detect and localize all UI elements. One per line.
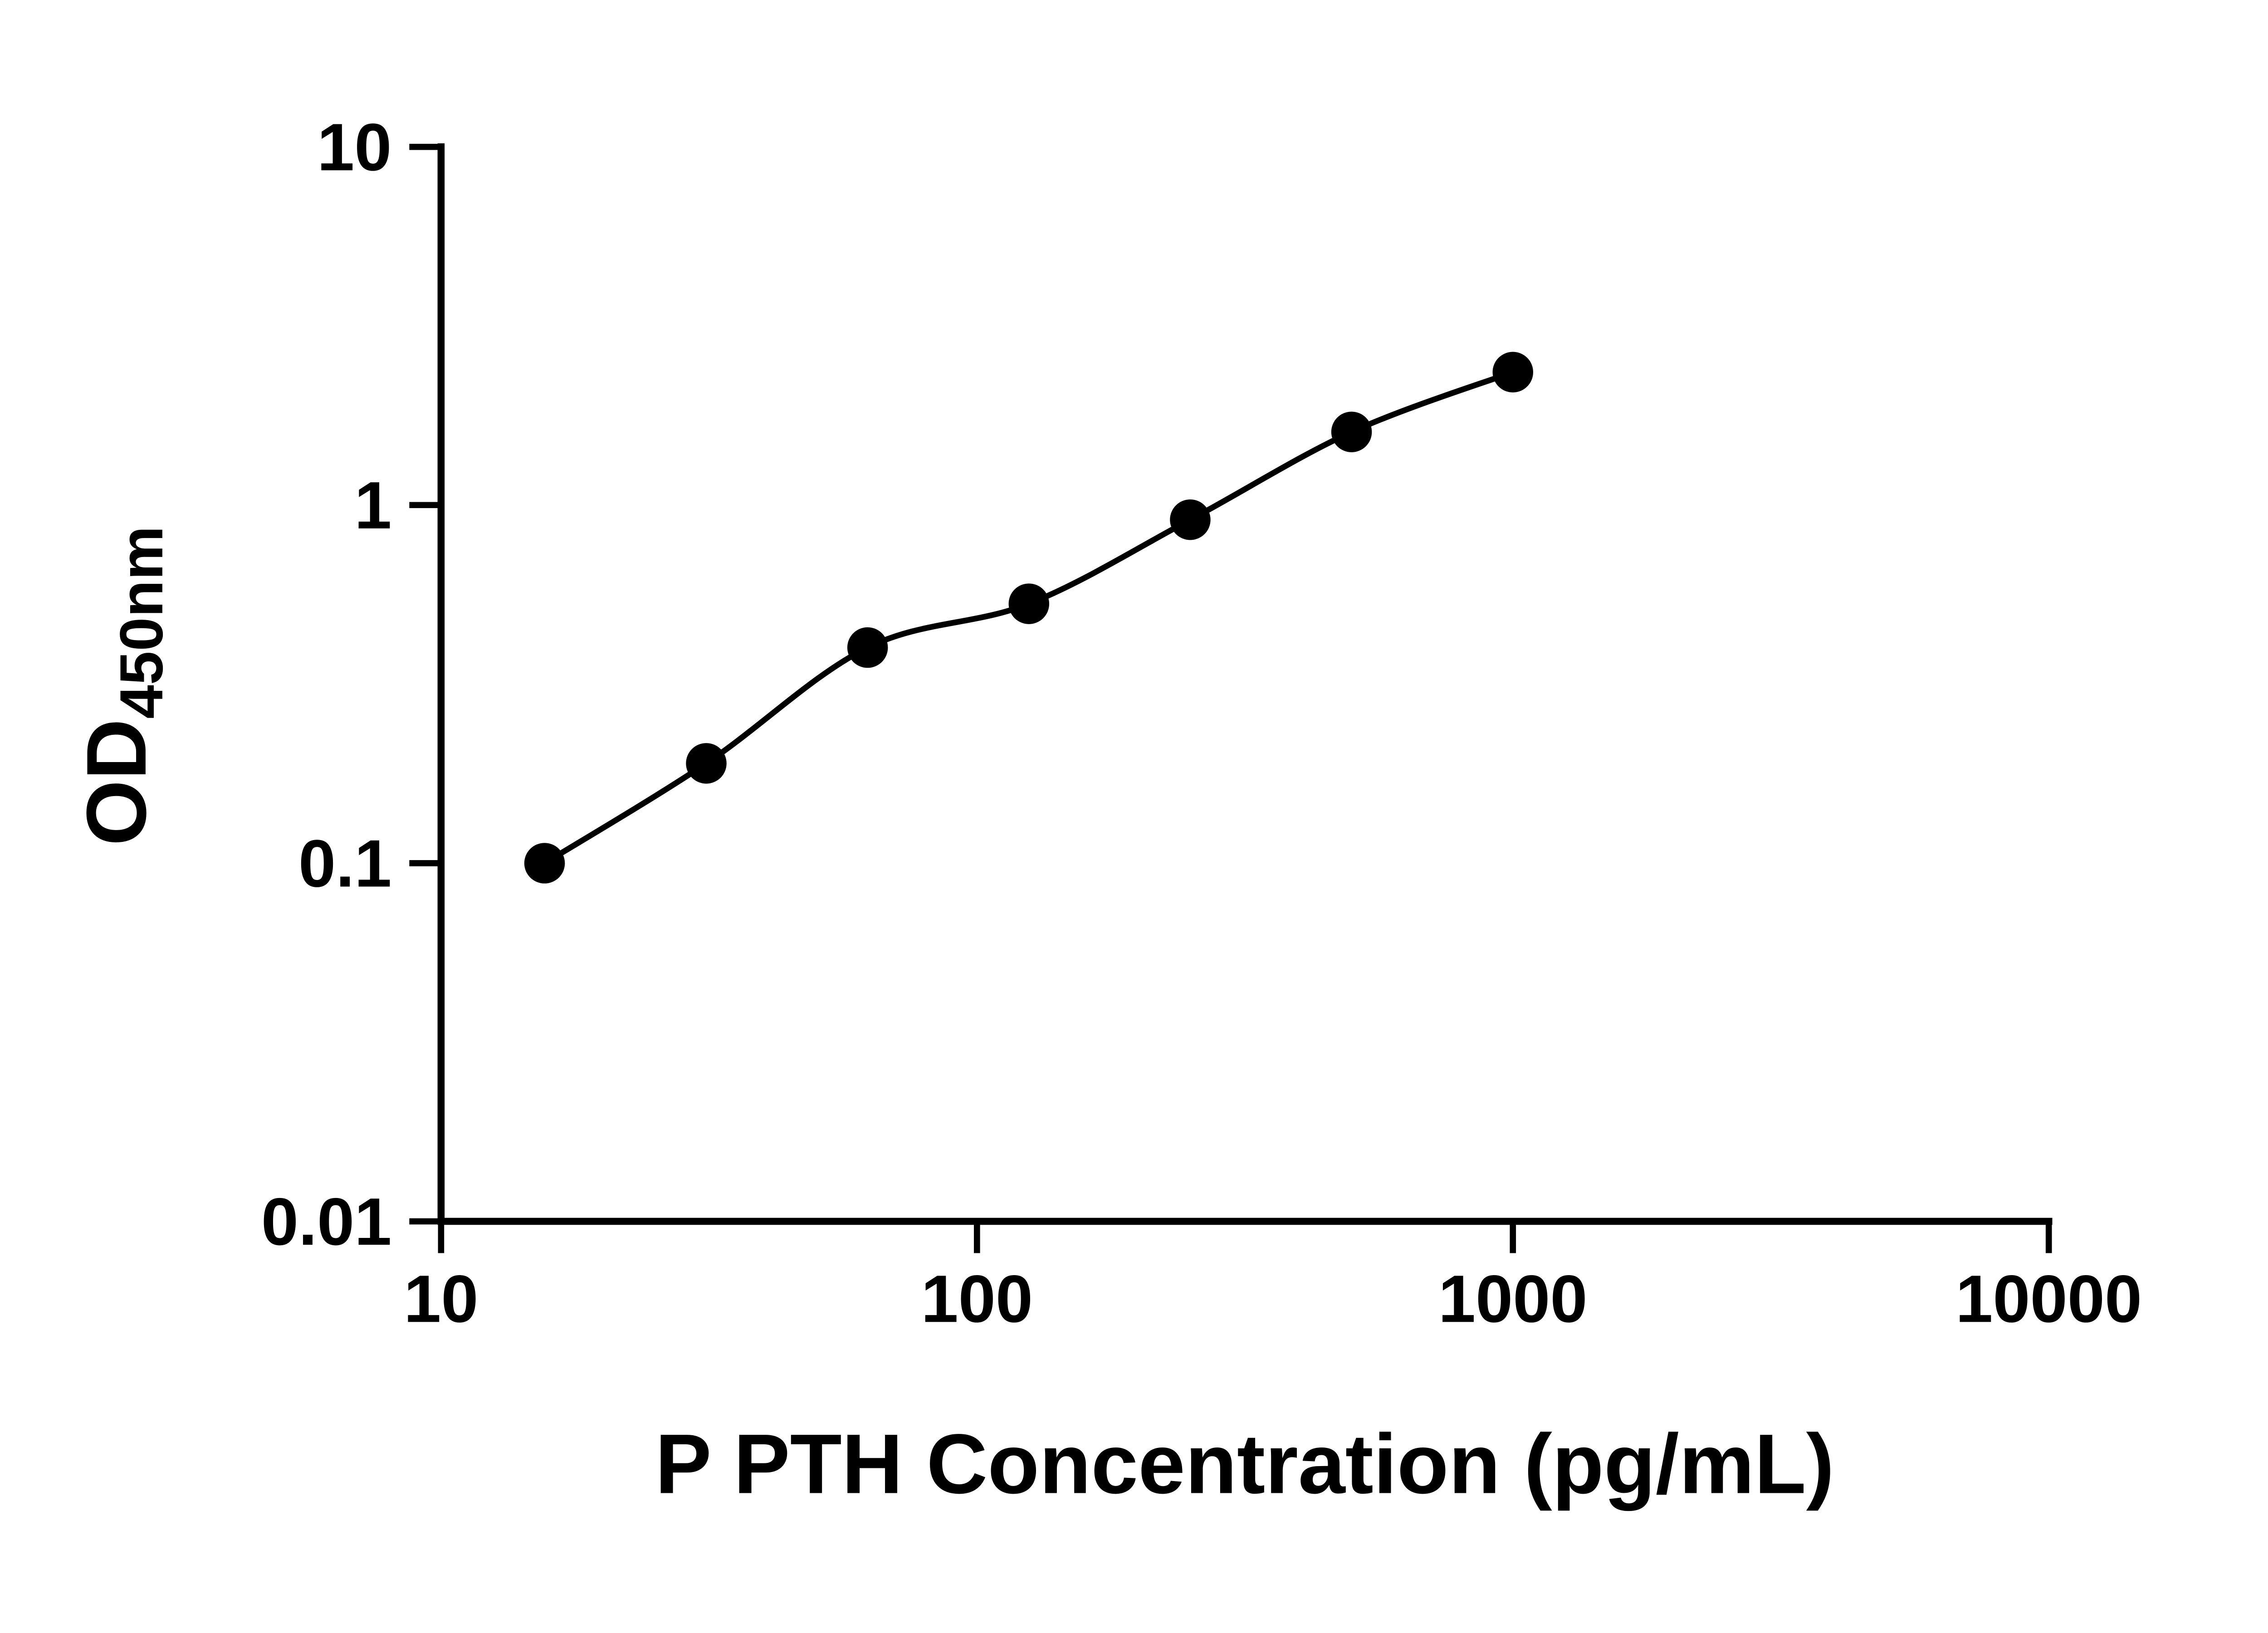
plot-layer: 10 100 1000 10000 10 1 0.1 0.01 bbox=[261, 110, 2142, 1336]
y-axis-title-sub: 450nm bbox=[108, 526, 176, 719]
x-tick-label: 100 bbox=[921, 1261, 1033, 1336]
y-tick-label: 1 bbox=[354, 468, 391, 543]
data-point bbox=[1170, 499, 1211, 540]
y-tick-label: 10 bbox=[317, 110, 391, 185]
data-point bbox=[847, 627, 888, 668]
data-point bbox=[686, 743, 727, 784]
y-axis-title-base: OD bbox=[69, 719, 164, 846]
data-point bbox=[1331, 411, 1372, 452]
y-tick-label: 0.1 bbox=[298, 826, 391, 901]
x-axis-title: P PTH Concentration (pg/mL) bbox=[655, 1417, 1834, 1511]
x-tick-label: 10 bbox=[404, 1261, 478, 1336]
data-point bbox=[1008, 583, 1050, 624]
data-point bbox=[1492, 352, 1534, 393]
x-tick-label: 1000 bbox=[1438, 1261, 1588, 1336]
elisa-standard-curve-figure: 10 100 1000 10000 10 1 0.1 0.01 P PTH Concentra… bbox=[68, 110, 2142, 1511]
data-point bbox=[524, 843, 565, 884]
chart-canvas: 10 100 1000 10000 10 1 0.1 0.01 P PTH Concentra… bbox=[68, 110, 2142, 1511]
x-tick-label: 10000 bbox=[1955, 1261, 2142, 1336]
y-axis-title: OD450nm bbox=[69, 526, 176, 846]
axis-spines bbox=[437, 143, 2053, 1225]
y-tick-label: 0.01 bbox=[261, 1184, 392, 1259]
